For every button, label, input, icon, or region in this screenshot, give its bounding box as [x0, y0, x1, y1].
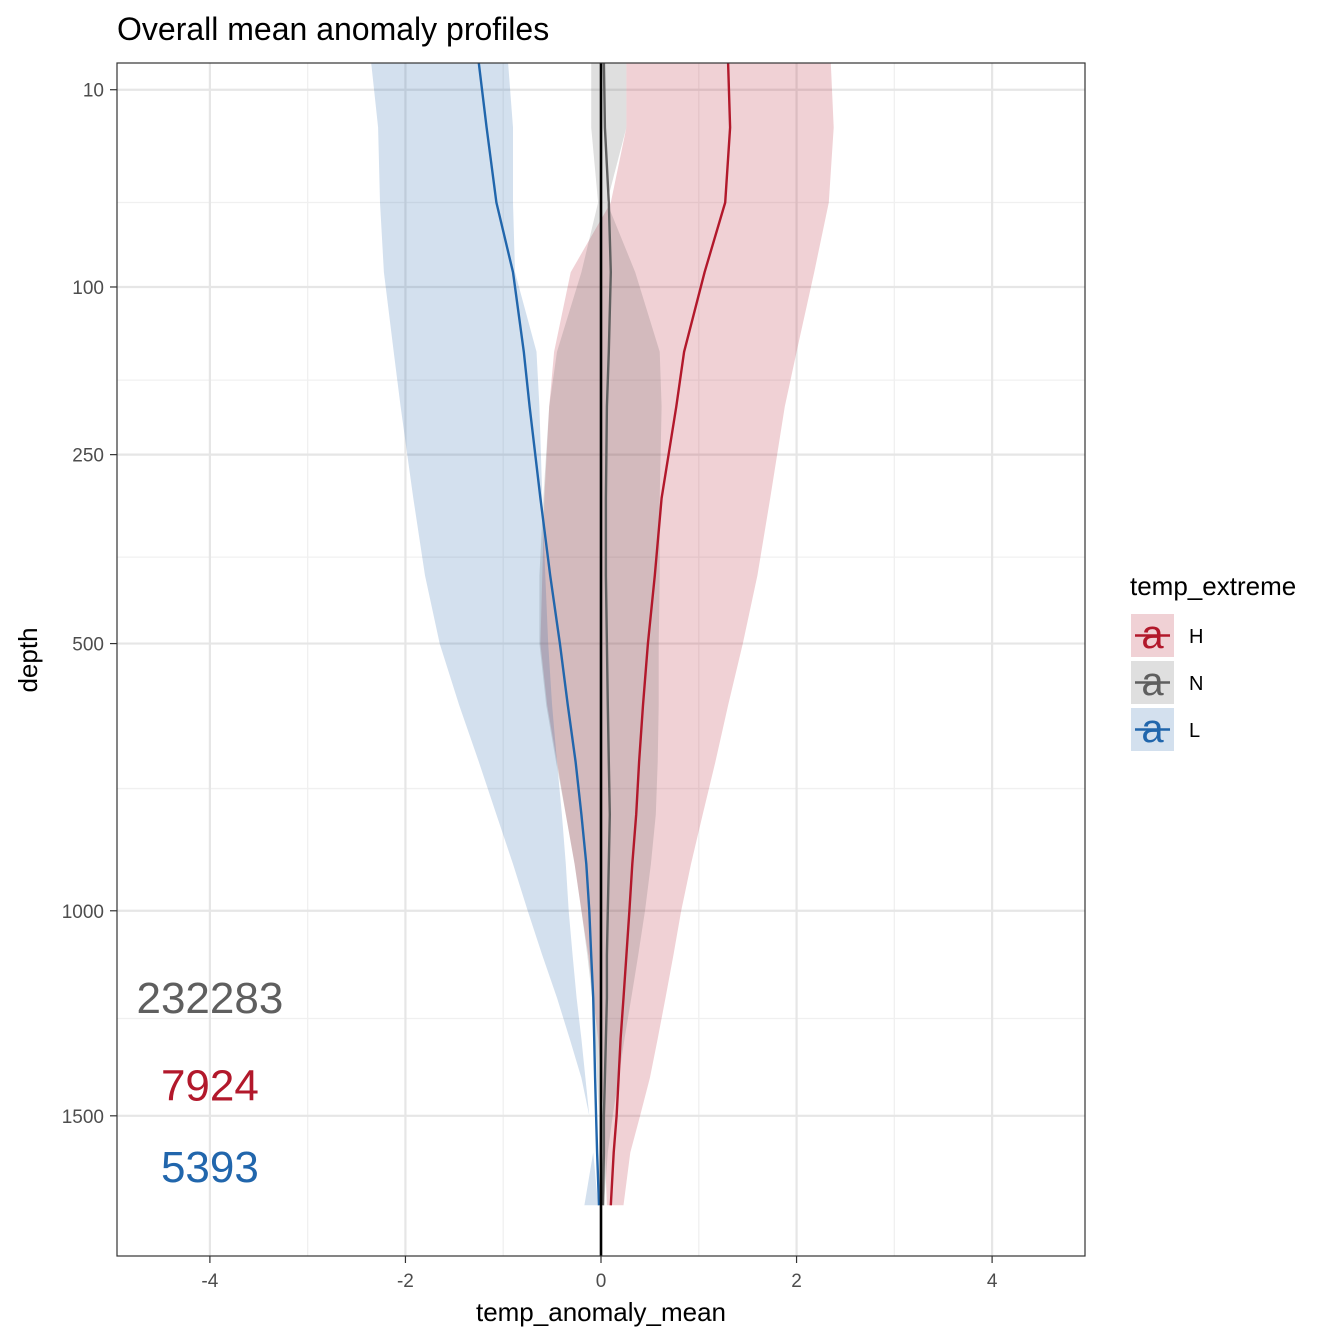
count-label: 5393	[161, 1143, 259, 1192]
y-axis-title: depth	[13, 627, 43, 692]
count-annotations: 232283 7924 5393	[136, 974, 283, 1192]
y-axis: 10 100 250 500 1000 1500	[62, 81, 117, 1128]
legend: temp_extreme a Ha Na L	[1130, 571, 1296, 751]
mean-line-H	[609, 62, 732, 1206]
legend-title: temp_extreme	[1130, 571, 1296, 601]
y-tick-label: 100	[72, 278, 104, 299]
chart-title: Overall mean anomaly profiles	[117, 11, 549, 47]
x-tick-label: -2	[397, 1271, 414, 1292]
x-axis-title: temp_anomaly_mean	[476, 1297, 726, 1327]
x-tick-label: 0	[596, 1271, 607, 1292]
x-axis: -4 -2 0 2 4	[201, 1256, 998, 1292]
mean-lines	[477, 62, 732, 1206]
y-tick-label: 500	[72, 635, 104, 656]
x-tick-label: 4	[987, 1271, 998, 1292]
mean-line-L	[477, 62, 601, 1206]
x-tick-label: -4	[201, 1271, 218, 1292]
y-tick-label: 1500	[62, 1107, 104, 1128]
count-label: 7924	[161, 1062, 259, 1111]
y-tick-label: 250	[72, 446, 104, 467]
legend-label: H	[1189, 626, 1203, 648]
count-label: 232283	[136, 974, 283, 1023]
x-tick-label: 2	[791, 1271, 802, 1292]
legend-label: L	[1189, 720, 1200, 742]
legend-label: N	[1189, 673, 1203, 695]
plot-panel: 232283 7924 5393	[116, 62, 1086, 1257]
ribbon-L	[371, 63, 599, 1206]
mean-line-N	[601, 62, 612, 1206]
ribbon-H	[540, 63, 834, 1206]
y-tick-label: 1000	[62, 902, 104, 923]
legend-keys: a Ha Na L	[1131, 613, 1203, 751]
y-tick-label: 10	[83, 81, 104, 102]
